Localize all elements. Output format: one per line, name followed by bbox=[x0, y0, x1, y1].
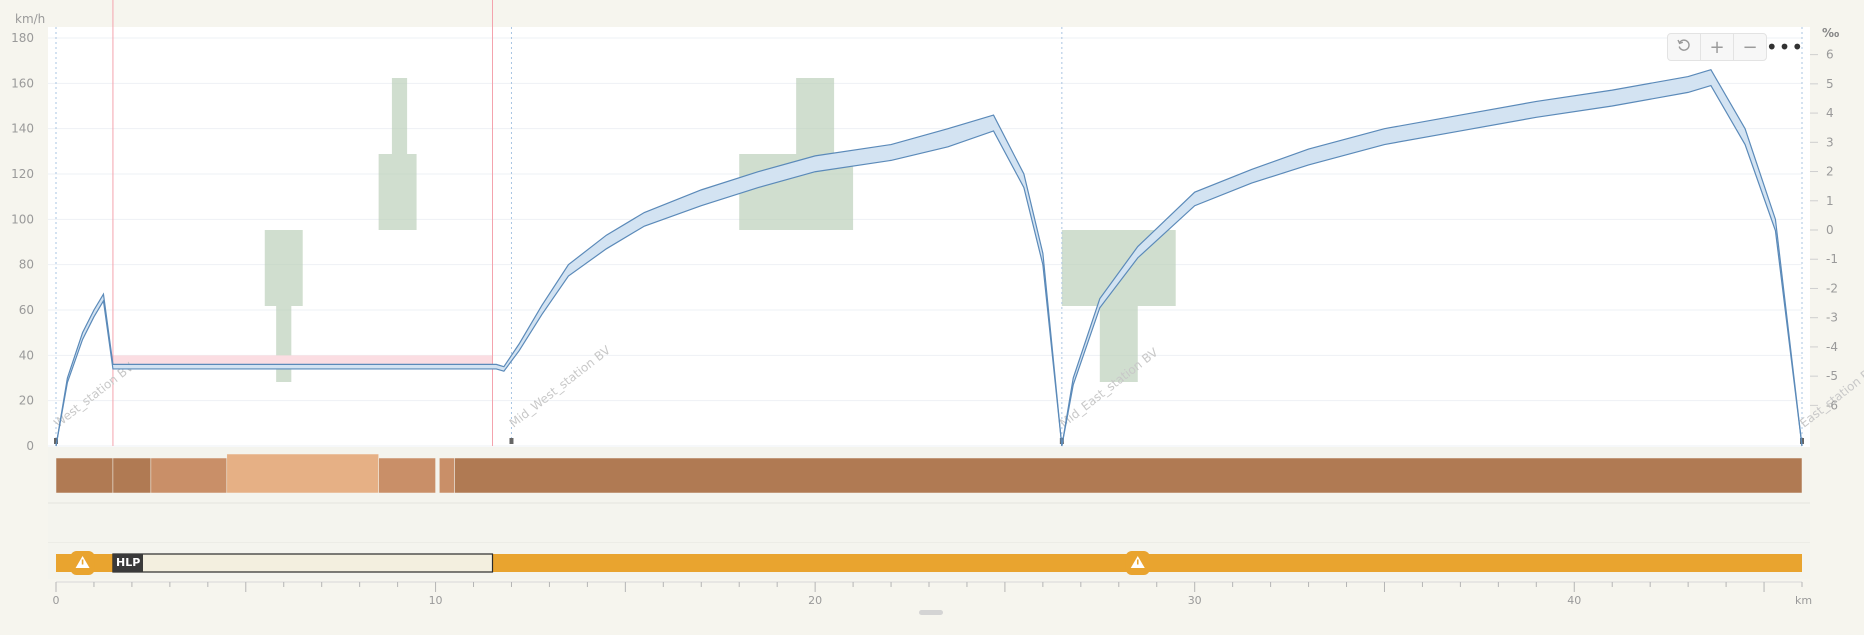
y-left-tick-label: 100 bbox=[11, 212, 34, 226]
power-segment bbox=[454, 457, 1803, 494]
slope-block bbox=[264, 230, 303, 306]
y-left-tick-label: 160 bbox=[11, 76, 34, 90]
y-right-tick-label: -4 bbox=[1826, 340, 1838, 354]
speed-lower-line bbox=[55, 84, 1803, 447]
y-right-tick-label: -1 bbox=[1826, 252, 1838, 266]
speed-envelope bbox=[56, 69, 1802, 446]
y-left-tick-label: 140 bbox=[11, 122, 34, 136]
y-axis-left-unit: km/h bbox=[15, 12, 45, 26]
y-right-tick-label: 4 bbox=[1826, 106, 1834, 120]
slope-block bbox=[378, 154, 417, 230]
station-marker bbox=[54, 438, 58, 444]
minus-icon: − bbox=[1742, 36, 1758, 58]
power-segment bbox=[150, 457, 228, 494]
restriction-band bbox=[112, 355, 493, 367]
y-left-tick-label: 0 bbox=[26, 439, 34, 453]
resize-handle[interactable] bbox=[919, 610, 943, 615]
station-marker bbox=[509, 438, 514, 444]
y-right-tick-label: -3 bbox=[1826, 311, 1838, 325]
y-right-tick-label: 3 bbox=[1826, 135, 1834, 149]
warning-icon-mark bbox=[1136, 559, 1139, 565]
slope-block bbox=[391, 78, 408, 154]
x-tick-label: 30 bbox=[1188, 594, 1202, 607]
y-right-tick-label: 0 bbox=[1826, 223, 1834, 237]
y-right-tick-label: 5 bbox=[1826, 77, 1834, 91]
warning-icon-mark bbox=[81, 559, 84, 565]
x-tick-label: 0 bbox=[53, 594, 60, 607]
right-axis-ticks: -6 -5 -4 -3 -2 -1 0 1 2 3 4 5 6 bbox=[1826, 48, 1838, 413]
power-segment bbox=[55, 457, 114, 494]
y-left-tick-label: 120 bbox=[11, 167, 34, 181]
y-right-tick-label: -2 bbox=[1826, 281, 1838, 295]
slope-block bbox=[796, 78, 835, 154]
power-restriction-track bbox=[55, 453, 1803, 494]
y-right-tick-label: -6 bbox=[1826, 398, 1838, 412]
speed-upper-line bbox=[55, 69, 1803, 447]
hlp-zone-label: HLP bbox=[113, 554, 144, 572]
power-segment bbox=[226, 453, 379, 494]
slope-block bbox=[1099, 306, 1138, 382]
y-left-tick-label: 60 bbox=[19, 303, 34, 317]
x-tick-label: 20 bbox=[808, 594, 822, 607]
y-left-tick-label: 80 bbox=[19, 258, 34, 272]
x-tick-label: 40 bbox=[1567, 594, 1581, 607]
plus-icon: + bbox=[1709, 36, 1725, 58]
y-axis-right-unit: ‰ bbox=[1822, 26, 1839, 40]
zoom-in-button[interactable]: + bbox=[1701, 34, 1734, 60]
power-segment bbox=[439, 457, 455, 494]
reset-zoom-button[interactable] bbox=[1668, 34, 1701, 60]
y-left-tick-label: 40 bbox=[19, 348, 34, 362]
more-icon: ••• bbox=[1765, 35, 1805, 59]
y-right-tick-label: 2 bbox=[1826, 165, 1834, 179]
power-segment bbox=[378, 457, 436, 494]
slope-block bbox=[1061, 230, 1176, 306]
left-axis-ticks: 0 20 40 60 80 100 120 140 160 180 bbox=[11, 31, 34, 453]
right-grid-lines bbox=[1810, 54, 1818, 406]
y-left-tick-label: 20 bbox=[19, 394, 34, 408]
more-options-button[interactable]: ••• bbox=[1766, 35, 1803, 59]
y-right-tick-label: 6 bbox=[1826, 48, 1834, 62]
power-segment bbox=[112, 457, 152, 494]
reset-icon bbox=[1676, 37, 1692, 58]
zoom-out-button[interactable]: − bbox=[1734, 34, 1766, 60]
speed-profile bbox=[55, 69, 1803, 447]
chart-toolbar: + − bbox=[1667, 33, 1767, 61]
slope-block bbox=[276, 306, 292, 382]
y-left-tick-label: 180 bbox=[11, 31, 34, 45]
slope-blocks bbox=[264, 78, 1176, 382]
main-plot-panel bbox=[48, 27, 1810, 447]
y-right-tick-label: 1 bbox=[1826, 194, 1834, 208]
electrification-track bbox=[56, 551, 1802, 575]
hlp-zone bbox=[112, 553, 494, 573]
empty-track-panel bbox=[48, 503, 1810, 543]
x-tick-label: 10 bbox=[429, 594, 443, 607]
x-axis: 0 10 20 30 40 bbox=[53, 581, 1803, 607]
y-right-tick-label: -5 bbox=[1826, 369, 1838, 383]
x-axis-unit: km bbox=[1795, 594, 1812, 607]
